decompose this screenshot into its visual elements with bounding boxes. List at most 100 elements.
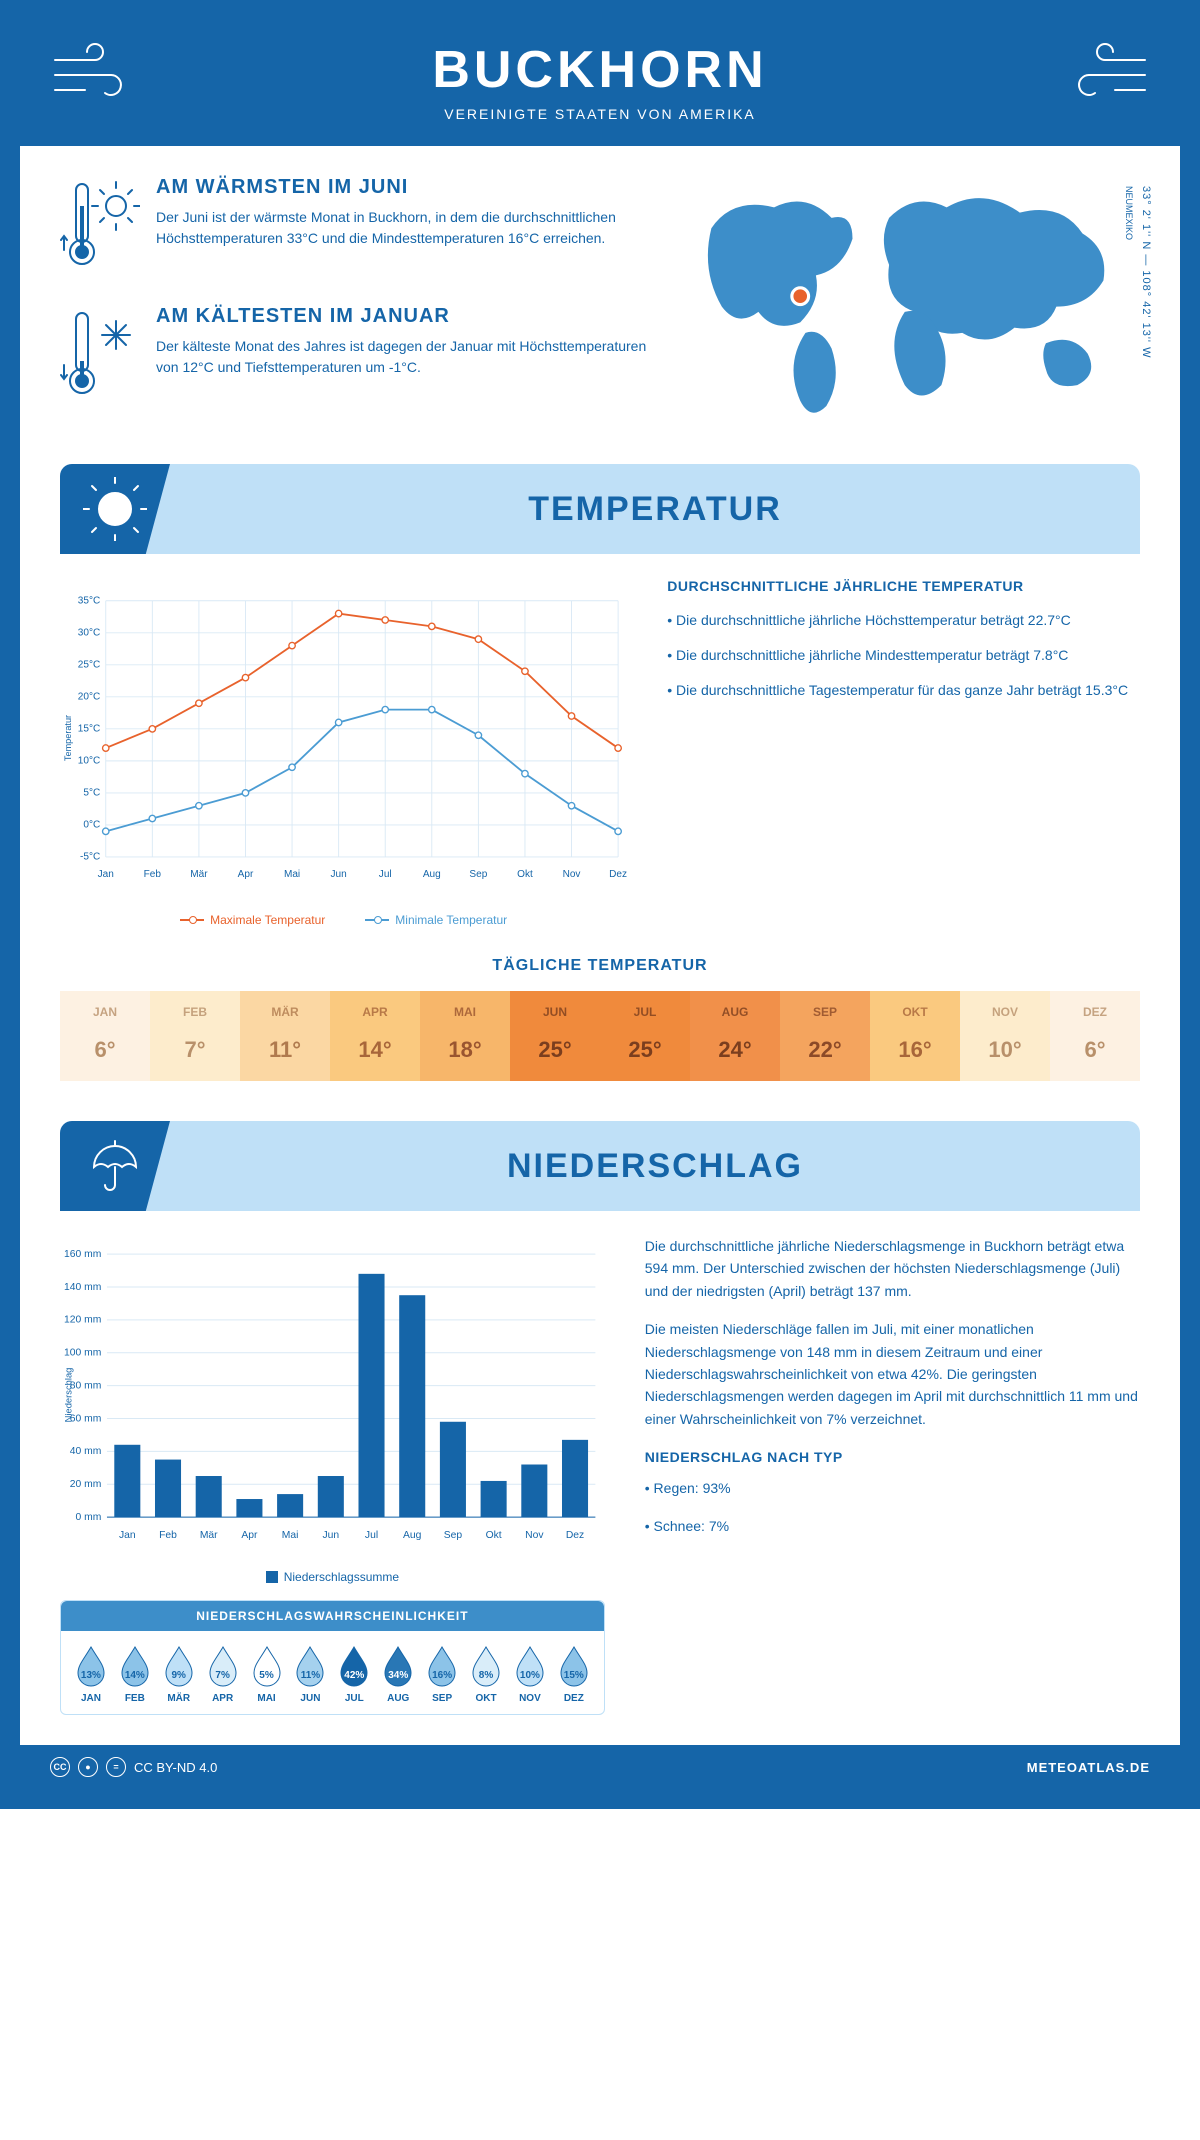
precipitation-row: 0 mm20 mm40 mm60 mm80 mm100 mm120 mm140 …	[60, 1235, 1140, 1715]
svg-text:Mär: Mär	[190, 869, 208, 880]
svg-text:Jun: Jun	[331, 869, 347, 880]
map-marker	[792, 288, 809, 305]
svg-text:0°C: 0°C	[83, 820, 100, 831]
daily-cell: AUG24°	[690, 991, 780, 1081]
precip-legend-label: Niederschlagssumme	[284, 1570, 399, 1584]
footer: CC ● = CC BY-ND 4.0 METEOATLAS.DE	[20, 1745, 1180, 1789]
svg-text:60 mm: 60 mm	[70, 1413, 102, 1424]
svg-text:Jul: Jul	[365, 1530, 378, 1541]
probability-cell: 9%MÄR	[157, 1645, 201, 1704]
cc-icon: CC	[50, 1757, 70, 1777]
temp-stats-title: DURCHSCHNITTLICHE JÄHRLICHE TEMPERATUR	[667, 578, 1140, 594]
svg-text:Jan: Jan	[119, 1530, 136, 1541]
probability-cell: 7%APR	[201, 1645, 245, 1704]
thermometer-hot-icon	[60, 176, 140, 281]
probability-cell: 13%JAN	[69, 1645, 113, 1704]
coldest-title: AM KÄLTESTEN IM JANUAR	[156, 305, 650, 328]
svg-text:Dez: Dez	[609, 869, 627, 880]
svg-text:140 mm: 140 mm	[64, 1282, 101, 1293]
temperature-row: -5°C0°C5°C10°C15°C20°C25°C30°C35°CJanFeb…	[60, 578, 1140, 927]
svg-text:Sep: Sep	[444, 1530, 463, 1541]
svg-text:Sep: Sep	[469, 869, 487, 880]
temperature-banner: TEMPERATUR	[60, 464, 1140, 554]
svg-text:Apr: Apr	[241, 1530, 258, 1541]
page-container: BUCKHORN VEREINIGTE STAATEN VON AMERIKA …	[0, 0, 1200, 1809]
thermometer-cold-icon	[60, 305, 140, 410]
coldest-text: Der kälteste Monat des Jahres ist dagege…	[156, 336, 650, 378]
probability-cell: 8%OKT	[464, 1645, 508, 1704]
svg-text:35°C: 35°C	[78, 596, 100, 607]
daily-temp-grid: JAN6°FEB7°MÄR11°APR14°MAI18°JUN25°JUL25°…	[60, 991, 1140, 1081]
world-map: NEUMEXIKO 33° 2' 1'' N — 108° 42' 13'' W	[680, 176, 1140, 434]
precip-p2: Die meisten Niederschläge fallen im Juli…	[645, 1318, 1140, 1430]
precip-legend: Niederschlagssumme	[60, 1570, 605, 1584]
license-text: CC BY-ND 4.0	[134, 1760, 217, 1775]
svg-text:0 mm: 0 mm	[75, 1512, 101, 1523]
svg-text:5°C: 5°C	[83, 788, 100, 799]
svg-text:Mär: Mär	[200, 1530, 218, 1541]
daily-cell: MÄR11°	[240, 991, 330, 1081]
intro-left: AM WÄRMSTEN IM JUNI Der Juni ist der wär…	[60, 176, 650, 434]
svg-text:160 mm: 160 mm	[64, 1249, 101, 1260]
probability-cell: 10%NOV	[508, 1645, 552, 1704]
page-subtitle: VEREINIGTE STAATEN VON AMERIKA	[20, 106, 1180, 122]
probability-cell: 5%MAI	[245, 1645, 289, 1704]
daily-cell: NOV10°	[960, 991, 1050, 1081]
temp-legend: Maximale Temperatur Minimale Temperatur	[60, 913, 627, 927]
probability-title: NIEDERSCHLAGSWAHRSCHEINLICHKEIT	[61, 1601, 604, 1631]
legend-max: Maximale Temperatur	[210, 913, 325, 927]
header: BUCKHORN VEREINIGTE STAATEN VON AMERIKA	[20, 20, 1180, 146]
warmest-text: Der Juni ist der wärmste Monat in Buckho…	[156, 207, 650, 249]
footer-license: CC ● = CC BY-ND 4.0	[50, 1757, 217, 1777]
daily-cell: APR14°	[330, 991, 420, 1081]
precipitation-heading: NIEDERSCHLAG	[170, 1147, 1140, 1186]
probability-cell: 14%FEB	[113, 1645, 157, 1704]
coldest-block: AM KÄLTESTEN IM JANUAR Der kälteste Mona…	[60, 305, 650, 410]
svg-text:10°C: 10°C	[78, 756, 100, 767]
svg-text:120 mm: 120 mm	[64, 1315, 101, 1326]
svg-text:30°C: 30°C	[78, 628, 100, 639]
legend-min: Minimale Temperatur	[395, 913, 507, 927]
precipitation-left: 0 mm20 mm40 mm60 mm80 mm100 mm120 mm140 …	[60, 1235, 605, 1715]
temperature-heading: TEMPERATUR	[170, 490, 1140, 529]
daily-cell: DEZ6°	[1050, 991, 1140, 1081]
svg-text:20 mm: 20 mm	[70, 1479, 102, 1490]
footer-site: METEOATLAS.DE	[1027, 1760, 1150, 1775]
nd-icon: =	[106, 1757, 126, 1777]
coordinates: 33° 2' 1'' N — 108° 42' 13'' W	[1140, 186, 1152, 358]
svg-text:15°C: 15°C	[78, 724, 100, 735]
svg-text:Temperatur: Temperatur	[63, 715, 73, 761]
probability-cell: 16%SEP	[420, 1645, 464, 1704]
svg-text:Niederschlag: Niederschlag	[62, 1368, 73, 1423]
svg-text:Nov: Nov	[563, 869, 581, 880]
probability-box: NIEDERSCHLAGSWAHRSCHEINLICHKEIT 13%JAN14…	[60, 1600, 605, 1715]
svg-text:40 mm: 40 mm	[70, 1446, 102, 1457]
svg-text:100 mm: 100 mm	[64, 1348, 101, 1359]
svg-text:20°C: 20°C	[78, 692, 100, 703]
precip-type-2: • Schnee: 7%	[645, 1515, 1140, 1537]
precip-type-1: • Regen: 93%	[645, 1477, 1140, 1499]
svg-text:Mai: Mai	[282, 1530, 299, 1541]
warmest-block: AM WÄRMSTEN IM JUNI Der Juni ist der wär…	[60, 176, 650, 281]
probability-grid: 13%JAN14%FEB9%MÄR7%APR5%MAI11%JUN42%JUL3…	[61, 1631, 604, 1704]
precipitation-text: Die durchschnittliche jährliche Niedersc…	[645, 1235, 1140, 1715]
svg-text:25°C: 25°C	[78, 660, 100, 671]
wind-icon-right	[1060, 40, 1150, 115]
precip-type-title: NIEDERSCHLAG NACH TYP	[645, 1446, 1140, 1468]
umbrella-icon	[60, 1121, 170, 1211]
probability-cell: 11%JUN	[288, 1645, 332, 1704]
svg-text:Dez: Dez	[566, 1530, 584, 1541]
svg-text:Mai: Mai	[284, 869, 300, 880]
svg-text:Jun: Jun	[322, 1530, 339, 1541]
svg-text:Nov: Nov	[525, 1530, 544, 1541]
svg-text:Okt: Okt	[517, 869, 533, 880]
temperature-chart: -5°C0°C5°C10°C15°C20°C25°C30°C35°CJanFeb…	[60, 578, 627, 927]
probability-cell: 15%DEZ	[552, 1645, 596, 1704]
intro-section: AM WÄRMSTEN IM JUNI Der Juni ist der wär…	[60, 176, 1140, 434]
precipitation-banner: NIEDERSCHLAG	[60, 1121, 1140, 1211]
daily-temp-title: TÄGLICHE TEMPERATUR	[60, 957, 1140, 975]
temp-stat-3: • Die durchschnittliche Tagestemperatur …	[667, 680, 1140, 701]
precipitation-chart: 0 mm20 mm40 mm60 mm80 mm100 mm120 mm140 …	[60, 1235, 605, 1555]
svg-text:-5°C: -5°C	[80, 852, 100, 863]
wind-icon-left	[50, 40, 140, 115]
